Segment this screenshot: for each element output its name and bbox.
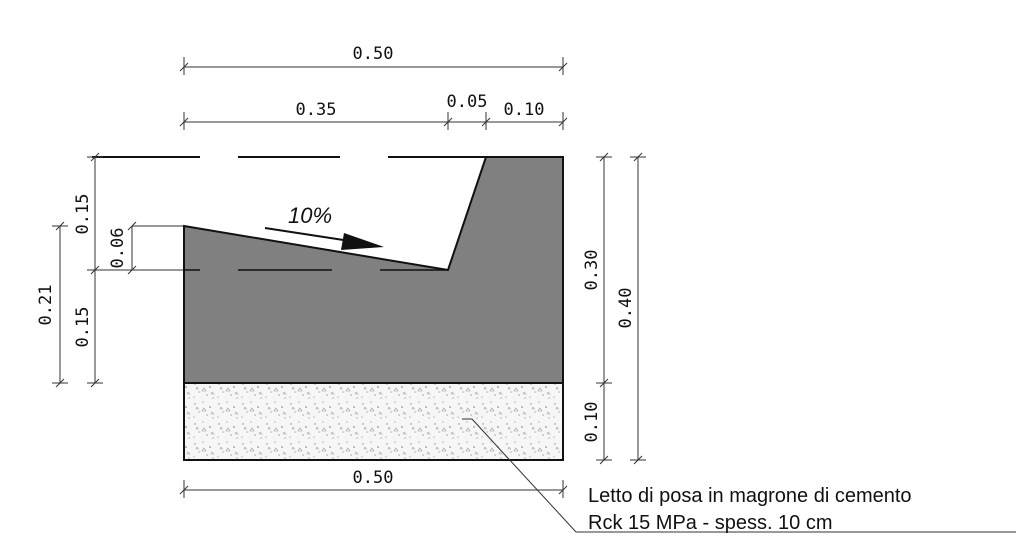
lean-concrete-base: [183, 382, 564, 461]
dim-label-right-030: 0.30: [582, 250, 602, 291]
dimension-right-inner: 0.30 0.10: [582, 152, 612, 465]
dim-label-right-010: 0.10: [582, 402, 602, 443]
dim-label-right-040: 0.40: [616, 288, 636, 329]
note-line-2: Rck 15 MPa - spess. 10 cm: [588, 512, 833, 534]
dimension-right-outer: 0.40: [616, 152, 646, 465]
dim-label-top-left: 0.35: [296, 100, 337, 120]
dim-label-top-right: 0.10: [504, 100, 545, 120]
dim-label-bottom-total: 0.50: [353, 468, 394, 488]
note-line-1: Letto di posa in magrone di cemento: [588, 485, 912, 507]
dim-label-left-006: 0.06: [108, 228, 128, 269]
slope-indicator: 10%: [264, 203, 384, 250]
dim-label-left-015-bottom: 0.15: [73, 307, 93, 348]
dimension-left-outer: 0.21: [36, 221, 68, 388]
dimension-top-segments: 0.35 0.05 0.10: [179, 92, 568, 130]
slope-label: 10%: [288, 203, 332, 228]
dimension-top-total: 0.50: [179, 44, 568, 75]
dimension-left-inner: 0.15 0.15: [73, 152, 103, 388]
note-leader: [471, 418, 1016, 533]
dim-label-left-021: 0.21: [36, 285, 56, 326]
dim-label-top-total: 0.50: [353, 44, 394, 64]
dim-label-top-mid: 0.05: [447, 92, 488, 112]
dimension-bottom-total: 0.50: [179, 468, 568, 498]
dim-label-left-015-top: 0.15: [73, 194, 93, 235]
dimension-left-006: 0.06: [108, 221, 137, 275]
